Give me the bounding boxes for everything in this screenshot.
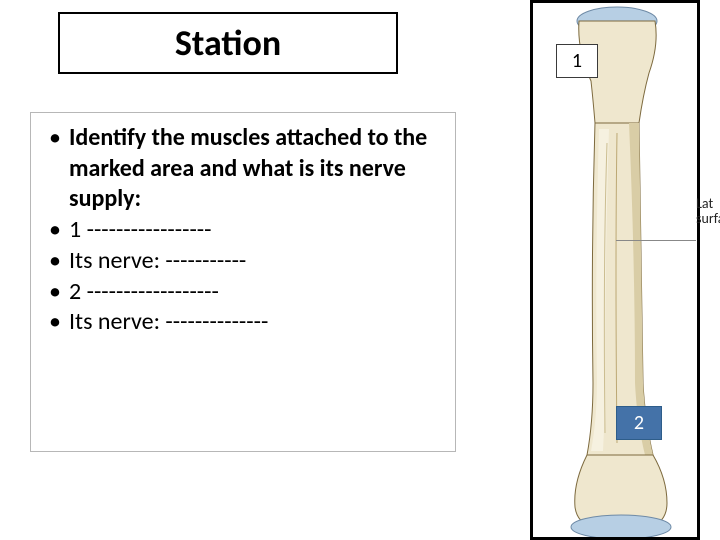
bullet-prompt-text: Identify the muscles attached to the mar… bbox=[69, 123, 427, 213]
marker-1-text: 1 bbox=[572, 49, 582, 73]
marker-2-text: 2 bbox=[634, 411, 644, 435]
bone-bottom-cartilage bbox=[571, 515, 671, 539]
bone-frame bbox=[530, 0, 700, 540]
bullet-3: 2 ------------------ bbox=[43, 277, 443, 308]
title-box: Station bbox=[58, 12, 398, 74]
bone-svg bbox=[533, 3, 700, 540]
side-label: Lat surfa bbox=[696, 196, 720, 227]
title-text: Station bbox=[175, 21, 281, 65]
side-label-l1: Lat bbox=[696, 196, 720, 211]
marker-2: 2 bbox=[616, 406, 662, 440]
side-leader-line bbox=[616, 240, 696, 241]
bullet-2: Its nerve: ----------- bbox=[43, 246, 443, 277]
bullet-prompt: Identify the muscles attached to the mar… bbox=[43, 123, 443, 215]
side-label-l2: surfa bbox=[696, 211, 720, 226]
bullet-1: 1 ----------------- bbox=[43, 215, 443, 246]
content-box: Identify the muscles attached to the mar… bbox=[30, 112, 456, 452]
marker-1: 1 bbox=[556, 44, 598, 78]
bullet-4: Its nerve: -------------- bbox=[43, 307, 443, 338]
bullet-list: Identify the muscles attached to the mar… bbox=[43, 123, 443, 338]
